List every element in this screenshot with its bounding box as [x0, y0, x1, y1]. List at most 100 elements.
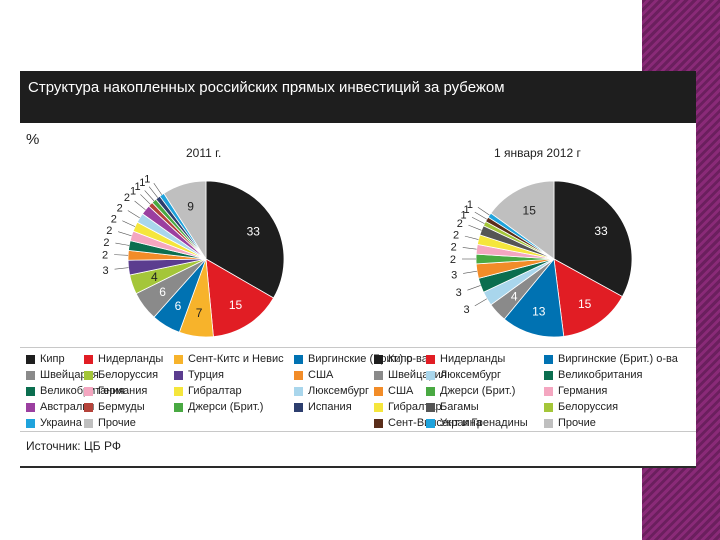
slice-leader-line: [463, 270, 478, 274]
legend-item: Швейцария: [26, 367, 99, 383]
slice-leader-line: [144, 190, 155, 202]
slice-value-label: 1: [130, 185, 136, 197]
legend-swatch: [294, 354, 303, 364]
legend-2011: Кипр Нидерланды Сент-Китс и Невис Виргински…: [26, 351, 428, 431]
legend-swatch: [84, 354, 93, 364]
slice-value-label: 2: [457, 218, 463, 230]
legend-label: Германия: [558, 385, 608, 397]
legend-item: Нидерланды: [426, 351, 544, 367]
legend-label: Белоруссия: [558, 401, 619, 413]
slice-value-label: 2: [453, 230, 459, 242]
slice-value-label: 9: [187, 200, 194, 214]
slice-value-label: 6: [175, 299, 182, 313]
legend-label: Белоруссия: [98, 369, 159, 381]
legend-item: Германия: [544, 383, 704, 399]
slice-value-label: 3: [102, 265, 108, 277]
legend-label: Багамы: [440, 401, 479, 413]
slice-value-label: 1: [464, 204, 470, 216]
slice-leader-line: [153, 183, 163, 195]
slice-leader-line: [477, 207, 490, 216]
legend-swatch: [294, 386, 303, 396]
slice-value-label: 3: [464, 304, 470, 316]
legend-swatch: [294, 370, 303, 380]
legend-item: Кипр: [374, 351, 426, 367]
legend-item: Гибралтар: [174, 383, 294, 399]
legend-swatch: [294, 402, 303, 412]
slice-value-label: 6: [159, 285, 166, 299]
pie-slice: [503, 258, 565, 338]
slice-value-label: 2: [103, 237, 109, 249]
slice-value-label: 3: [456, 287, 462, 299]
legend-item: Украина: [426, 415, 544, 431]
slice-leader-line: [134, 200, 146, 211]
legend-item: Прочие: [544, 415, 704, 431]
legend-item: Багамы: [426, 399, 544, 415]
slice-leader-line: [122, 220, 136, 227]
pie-title: 2011 г.: [186, 146, 221, 160]
legend-label: Люксембург: [308, 385, 370, 397]
legend-item: Кипр: [26, 351, 84, 367]
slice-leader-line: [467, 285, 481, 291]
slice-leader-line: [474, 211, 488, 220]
legend-label: США: [308, 369, 334, 381]
legend-label: Украина: [440, 417, 482, 429]
slice-value-label: 4: [151, 270, 158, 284]
legend-swatch: [84, 402, 93, 412]
title-bar: Структура накопленных российских прямых …: [20, 71, 696, 123]
legend-item: Люксембург: [426, 367, 544, 383]
legend-label: Джерси (Брит.): [188, 401, 264, 413]
legend-item: Прочие: [84, 415, 174, 431]
slice-leader-line: [474, 298, 488, 307]
legend-item: Турция: [174, 367, 294, 383]
pie-slice: [205, 258, 275, 338]
legend-swatch: [426, 418, 435, 428]
legend-item: Украина: [26, 415, 84, 431]
pie-slice: [163, 180, 207, 261]
pie-slice: [553, 180, 633, 298]
slice-value-label: 2: [102, 249, 108, 261]
slice-value-label: 2: [124, 192, 130, 204]
legend-bottom-divider: [20, 431, 696, 432]
slice-value-label: 33: [247, 225, 261, 239]
legend-swatch: [374, 418, 383, 428]
slice-leader-line: [127, 210, 140, 219]
legend-item: Германия: [84, 383, 174, 399]
legend-item: Виргинские (Брит.) о-ва: [294, 351, 428, 367]
legend-swatch: [174, 354, 183, 364]
slice-value-label: 1: [467, 199, 473, 211]
legend-label: Виргинские (Брит.) о-ва: [558, 353, 678, 365]
slice-leader-line: [140, 194, 151, 205]
legend-label: Люксембург: [440, 369, 502, 381]
legend-item: Белоруссия: [544, 399, 704, 415]
legend-item: Люксембург: [294, 383, 369, 399]
legend-swatch: [544, 418, 553, 428]
slice-value-label: 1: [139, 177, 145, 189]
legend-item: Бермуды: [84, 399, 174, 415]
legend-swatch: [374, 386, 383, 396]
legend-label: Великобритания: [558, 369, 643, 381]
pie-slice: [205, 180, 285, 299]
legend-swatch: [544, 354, 553, 364]
legend-swatch: [26, 354, 35, 364]
legend-item: Великобритания: [26, 383, 124, 399]
slice-value-label: 2: [450, 254, 456, 266]
legend-swatch: [544, 386, 553, 396]
unit-label: %: [26, 131, 40, 148]
legend-grid: Кипр Нидерланды Виргинские (Брит.) о-ва Шве…: [374, 351, 704, 431]
slice-value-label: 2: [111, 213, 117, 225]
legend-label: Джерси (Брит.): [440, 385, 516, 397]
legend-top-divider: [20, 347, 696, 348]
legend-label: Сент-Китс и Невис: [188, 353, 284, 365]
legend-label: Украина: [40, 417, 82, 429]
legend-swatch: [374, 370, 383, 380]
legend-swatch: [26, 402, 35, 412]
slice-value-label: 1: [135, 181, 141, 193]
legend-item: Гибралтар: [374, 399, 442, 415]
legend-swatch: [544, 402, 553, 412]
slice-leader-line: [462, 247, 477, 250]
slice-value-label: 3: [451, 269, 457, 281]
legend-label: Австралия: [40, 401, 95, 413]
slice-value-label: 15: [523, 203, 537, 217]
legend-item: США: [374, 383, 426, 399]
